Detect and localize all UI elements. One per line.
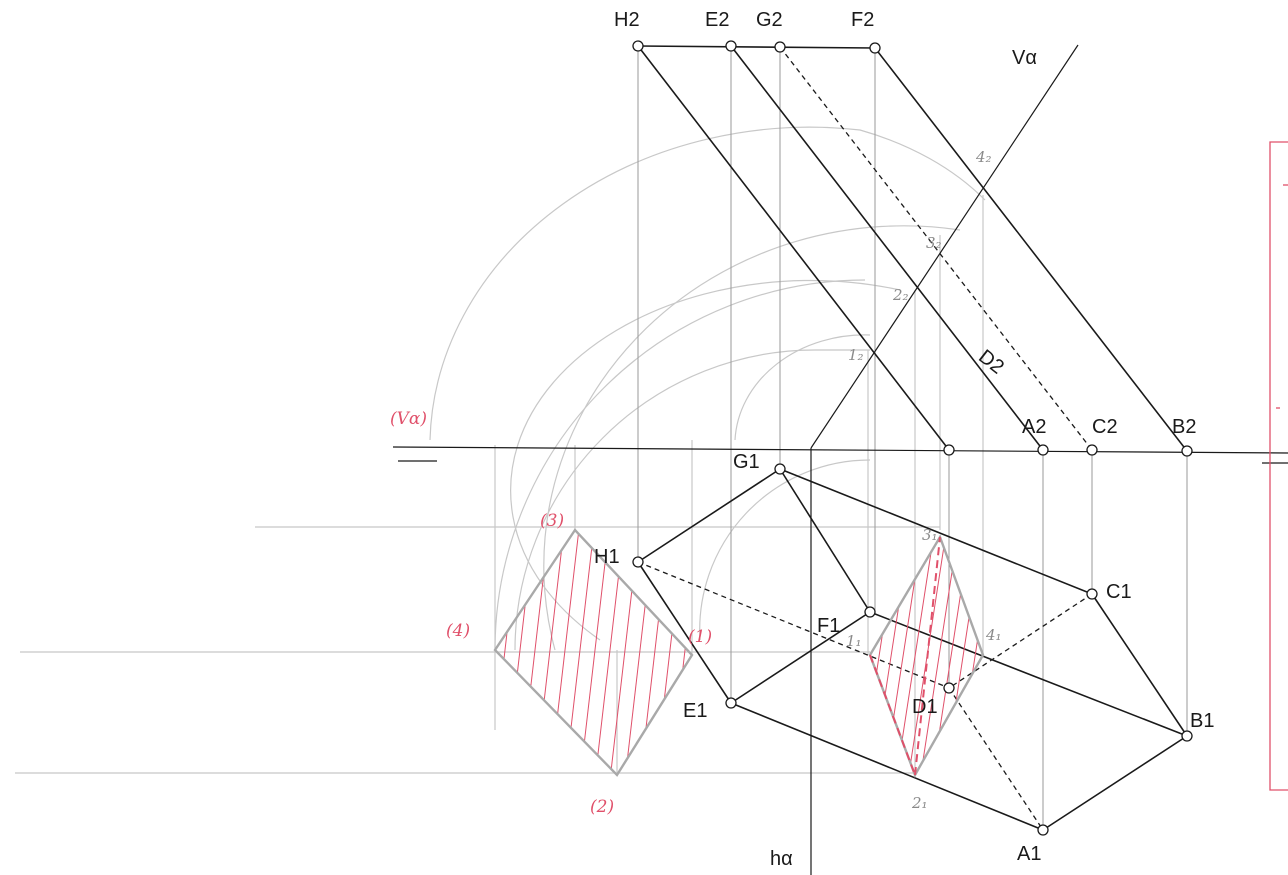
pencil-projection-lines bbox=[15, 195, 984, 775]
point-B2 bbox=[1181, 445, 1193, 457]
label-red-3: (3) bbox=[540, 511, 564, 531]
point-H2 bbox=[632, 40, 644, 52]
label-C2: C2 bbox=[1092, 416, 1118, 438]
point-G1 bbox=[774, 463, 786, 475]
frontal-view bbox=[637, 45, 1188, 452]
label-V-alpha: Vα bbox=[1012, 47, 1037, 69]
label-F1: F1 bbox=[817, 615, 840, 637]
v-alpha-trace bbox=[810, 44, 1079, 449]
point-E1 bbox=[725, 697, 737, 709]
label-G1: G1 bbox=[733, 451, 760, 473]
point-C2 bbox=[1086, 444, 1098, 456]
label-red-2: (2) bbox=[590, 797, 614, 817]
label-2-2: 2₂ bbox=[892, 286, 909, 304]
label-F2: F2 bbox=[851, 9, 874, 31]
point-H1 bbox=[632, 556, 644, 568]
reference-lines bbox=[637, 46, 1188, 830]
point-E2 bbox=[725, 40, 737, 52]
label-B1: B1 bbox=[1190, 710, 1214, 732]
label-1-1: 1₁ bbox=[846, 632, 862, 650]
point-G2 bbox=[774, 41, 786, 53]
label-h-alpha: hα bbox=[770, 848, 793, 870]
label-red-1: (1) bbox=[688, 627, 712, 647]
label-1-2: 1₂ bbox=[848, 346, 864, 364]
label-G2: G2 bbox=[756, 9, 783, 31]
plane-traces bbox=[392, 44, 1288, 875]
ground-line bbox=[392, 446, 1288, 454]
label-H2: H2 bbox=[614, 9, 640, 31]
label-C1: C1 bbox=[1106, 581, 1132, 603]
vertex-points bbox=[632, 40, 1193, 836]
label-A2: A2 bbox=[1022, 416, 1046, 438]
label-E2: E2 bbox=[705, 9, 729, 31]
label-E1: E1 bbox=[683, 700, 707, 722]
point-C1 bbox=[1086, 588, 1098, 600]
point-F1 bbox=[864, 606, 876, 618]
label-4-2: 4₂ bbox=[975, 148, 992, 166]
point-B1 bbox=[1181, 730, 1193, 742]
point-A2 bbox=[1037, 444, 1049, 456]
red-labels: (Vα) (3) (4) (1) (2) bbox=[390, 409, 712, 817]
label-B2: B2 bbox=[1172, 416, 1196, 438]
label-3-1: 3₁ bbox=[922, 526, 938, 544]
point-F2 bbox=[869, 42, 881, 54]
point-D1 bbox=[943, 682, 955, 694]
label-A1: A1 bbox=[1017, 843, 1041, 865]
point-D2 bbox=[943, 444, 955, 456]
red-margin-bracket bbox=[1269, 141, 1288, 791]
point-A1 bbox=[1037, 824, 1049, 836]
label-v-alpha-paren: (Vα) bbox=[390, 409, 427, 429]
section-horizontal bbox=[868, 534, 985, 778]
pencil-labels: 1₂ 2₂ 3₂ 4₂ 3₁ 1₁ 4₁ 2₁ bbox=[846, 148, 1002, 812]
ink-labels: H2 E2 G2 F2 Vα D2 A2 C2 B2 G1 H1 C1 F1 E… bbox=[594, 9, 1214, 870]
horizontal-view bbox=[637, 468, 1188, 831]
label-2-1: 2₁ bbox=[911, 794, 928, 812]
label-D1: D1 bbox=[912, 696, 938, 718]
label-H1: H1 bbox=[594, 546, 620, 568]
label-4-1: 4₁ bbox=[985, 626, 1002, 644]
label-red-4: (4) bbox=[446, 621, 470, 641]
label-3-2: 3₂ bbox=[926, 234, 942, 252]
label-D2: D2 bbox=[974, 346, 1008, 379]
